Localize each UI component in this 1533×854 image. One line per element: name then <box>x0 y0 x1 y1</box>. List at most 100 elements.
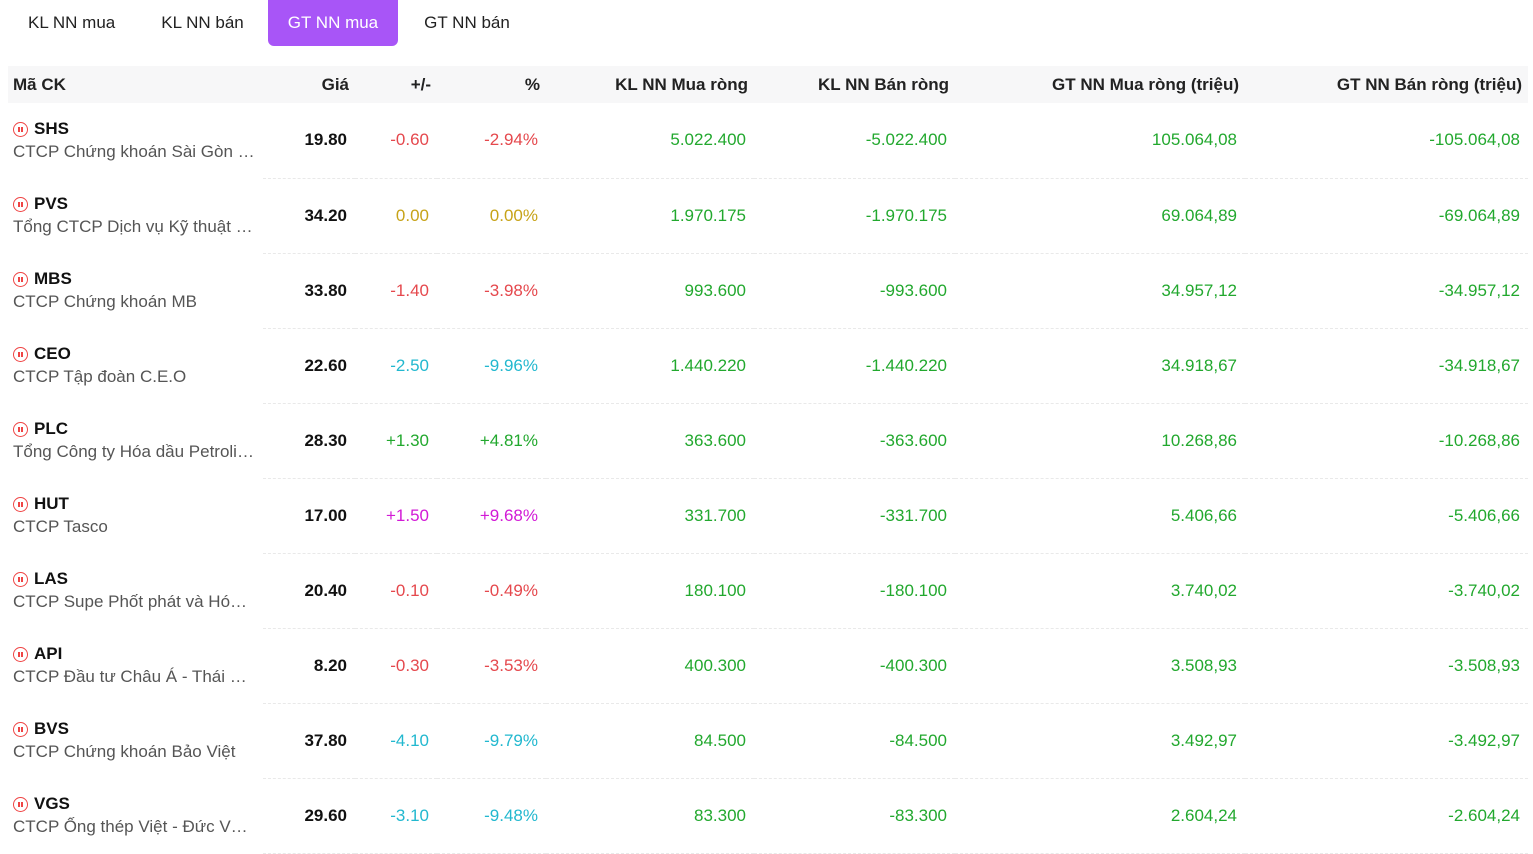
stock-symbol[interactable]: BVS <box>34 719 69 738</box>
gt-mua-rong-cell: 2.604,24 <box>955 778 1245 854</box>
tab-gt-nn-mua[interactable]: GT NN mua <box>267 0 399 46</box>
table-row[interactable]: PLC Tổng Công ty Hóa dầu Petrolimex - CTC… <box>8 403 1528 479</box>
gt-ban-rong-cell: -3.492,97 <box>1245 703 1528 779</box>
stock-cell[interactable]: CEO CTCP Tập đoàn C.E.O <box>8 328 263 403</box>
table-row[interactable]: BVS CTCP Chứng khoán Bảo Việt 37.80 -4.10 -9… <box>8 703 1528 779</box>
kl-ban-rong-cell: -1.970.175 <box>754 178 955 254</box>
price-cell: 37.80 <box>263 703 355 779</box>
stock-cell[interactable]: HUT CTCP Tasco <box>8 478 263 553</box>
kl-mua-rong-cell: 180.100 <box>546 553 754 629</box>
kl-ban-rong-cell: -5.022.400 <box>754 103 955 179</box>
price-cell: 33.80 <box>263 253 355 329</box>
tab-kl-nn-mua[interactable]: KL NN mua <box>28 13 116 32</box>
table-row[interactable]: MBS CTCP Chứng khoán MB 33.80 -1.40 -3.98% 99… <box>8 253 1528 329</box>
symbol-line: VGS <box>13 794 255 814</box>
kl-mua-rong-cell: 363.600 <box>546 403 754 479</box>
col-header-price[interactable]: Giá <box>321 74 349 94</box>
col-header-kl-nn-ban-rong[interactable]: KL NN Bán ròng <box>818 74 949 94</box>
stock-cell[interactable]: PVS Tổng CTCP Dịch vụ Kỹ thuật Dầu khí Vi… <box>8 178 263 253</box>
percent-cell: -3.53% <box>437 628 546 704</box>
col-header-change[interactable]: +/- <box>410 74 431 94</box>
stock-symbol[interactable]: LAS <box>34 569 68 588</box>
table-row[interactable]: CEO CTCP Tập đoàn C.E.O 22.60 -2.50 -9.96% 1.… <box>8 328 1528 404</box>
percent-cell: -3.98% <box>437 253 546 329</box>
trading-status-icon <box>13 121 28 137</box>
table-row[interactable]: SHS CTCP Chứng khoán Sài Gòn - Hà Nội 19.8… <box>8 103 1528 179</box>
table-row[interactable]: HUT CTCP Tasco 17.00 +1.50 +9.68% 331.700 -331… <box>8 478 1528 554</box>
stock-cell[interactable]: BVS CTCP Chứng khoán Bảo Việt <box>8 703 263 778</box>
stock-cell[interactable]: API CTCP Đầu tư Châu Á - Thái Bình Dương <box>8 628 263 703</box>
company-name: CTCP Supe Phốt phát và Hóa chất Lâm Thao <box>13 592 255 611</box>
change-cell: 0.00 <box>355 178 437 254</box>
symbol-line: HUT <box>13 494 255 514</box>
gt-ban-rong-cell: -10.268,86 <box>1245 403 1528 479</box>
table-row[interactable]: LAS CTCP Supe Phốt phát và Hóa chất Lâm T… <box>8 553 1528 629</box>
symbol-line: LAS <box>13 569 255 589</box>
stock-cell[interactable]: PLC Tổng Công ty Hóa dầu Petrolimex - CTC… <box>8 403 263 478</box>
change-cell: -3.10 <box>355 778 437 854</box>
percent-cell: -9.48% <box>437 778 546 854</box>
col-header-gt-nn-ban-rong[interactable]: GT NN Bán ròng (triệu) <box>1336 74 1522 94</box>
gt-mua-rong-cell: 3.740,02 <box>955 553 1245 629</box>
col-header-symbol[interactable]: Mã CK <box>13 74 66 94</box>
company-name: CTCP Chứng khoán Bảo Việt <box>13 742 236 761</box>
kl-mua-rong-cell: 400.300 <box>546 628 754 704</box>
col-header-percent[interactable]: % <box>524 74 540 94</box>
stock-cell[interactable]: SHS CTCP Chứng khoán Sài Gòn - Hà Nội <box>8 103 263 178</box>
tab-bar: KL NN mua KL NN bán GT NN mua GT NN bán <box>8 0 530 46</box>
gt-ban-rong-cell: -2.604,24 <box>1245 778 1528 854</box>
stock-symbol[interactable]: MBS <box>34 269 72 288</box>
trading-status-icon <box>13 271 28 287</box>
company-name: CTCP Tập đoàn C.E.O <box>13 367 187 386</box>
kl-mua-rong-cell: 84.500 <box>546 703 754 779</box>
stock-cell[interactable]: VGS CTCP Ống thép Việt - Đức VG PIPE <box>8 778 263 853</box>
trading-status-icon <box>13 346 28 362</box>
stock-symbol[interactable]: CEO <box>34 344 71 363</box>
table-row[interactable]: PVS Tổng CTCP Dịch vụ Kỹ thuật Dầu khí Vi… <box>8 178 1528 254</box>
company-name: CTCP Đầu tư Châu Á - Thái Bình Dương <box>13 667 255 686</box>
kl-ban-rong-cell: -331.700 <box>754 478 955 554</box>
company-name: Tổng Công ty Hóa dầu Petrolimex - CTCP <box>13 442 255 461</box>
percent-cell: -0.49% <box>437 553 546 629</box>
stock-symbol[interactable]: SHS <box>34 119 69 138</box>
gt-mua-rong-cell: 3.508,93 <box>955 628 1245 704</box>
tab-gt-nn-ban[interactable]: GT NN bán <box>424 13 510 32</box>
table-row[interactable]: API CTCP Đầu tư Châu Á - Thái Bình Dương 8… <box>8 628 1528 704</box>
trading-status-icon <box>13 721 28 737</box>
kl-ban-rong-cell: -83.300 <box>754 778 955 854</box>
trading-status-icon <box>13 571 28 587</box>
col-header-kl-nn-mua-rong[interactable]: KL NN Mua ròng <box>615 74 748 94</box>
stock-symbol[interactable]: HUT <box>34 494 69 513</box>
trading-status-icon <box>13 196 28 212</box>
percent-cell: -9.96% <box>437 328 546 404</box>
percent-cell: -2.94% <box>437 103 546 179</box>
kl-mua-rong-cell: 331.700 <box>546 478 754 554</box>
stock-symbol[interactable]: PLC <box>34 419 68 438</box>
gt-mua-rong-cell: 3.492,97 <box>955 703 1245 779</box>
price-cell: 8.20 <box>263 628 355 704</box>
price-cell: 22.60 <box>263 328 355 404</box>
kl-mua-rong-cell: 83.300 <box>546 778 754 854</box>
trading-status-icon <box>13 796 28 812</box>
kl-ban-rong-cell: -1.440.220 <box>754 328 955 404</box>
gt-mua-rong-cell: 34.918,67 <box>955 328 1245 404</box>
trading-status-icon <box>13 421 28 437</box>
symbol-line: API <box>13 644 255 664</box>
percent-cell: +4.81% <box>437 403 546 479</box>
symbol-line: CEO <box>13 344 255 364</box>
stock-symbol[interactable]: VGS <box>34 794 70 813</box>
tab-kl-nn-ban[interactable]: KL NN bán <box>161 13 244 32</box>
table-row[interactable]: VGS CTCP Ống thép Việt - Đức VG PIPE 29.60… <box>8 778 1528 854</box>
kl-ban-rong-cell: -84.500 <box>754 703 955 779</box>
stock-symbol[interactable]: PVS <box>34 194 69 213</box>
stock-cell[interactable]: LAS CTCP Supe Phốt phát và Hóa chất Lâm T… <box>8 553 263 628</box>
stock-symbol[interactable]: API <box>34 644 63 663</box>
kl-mua-rong-cell: 1.970.175 <box>546 178 754 254</box>
col-header-gt-nn-mua-rong[interactable]: GT NN Mua ròng (triệu) <box>1052 74 1239 94</box>
stock-cell[interactable]: MBS CTCP Chứng khoán MB <box>8 253 263 328</box>
gt-mua-rong-cell: 69.064,89 <box>955 178 1245 254</box>
kl-mua-rong-cell: 993.600 <box>546 253 754 329</box>
gt-ban-rong-cell: -105.064,08 <box>1245 103 1528 179</box>
symbol-line: BVS <box>13 719 255 739</box>
kl-ban-rong-cell: -180.100 <box>754 553 955 629</box>
